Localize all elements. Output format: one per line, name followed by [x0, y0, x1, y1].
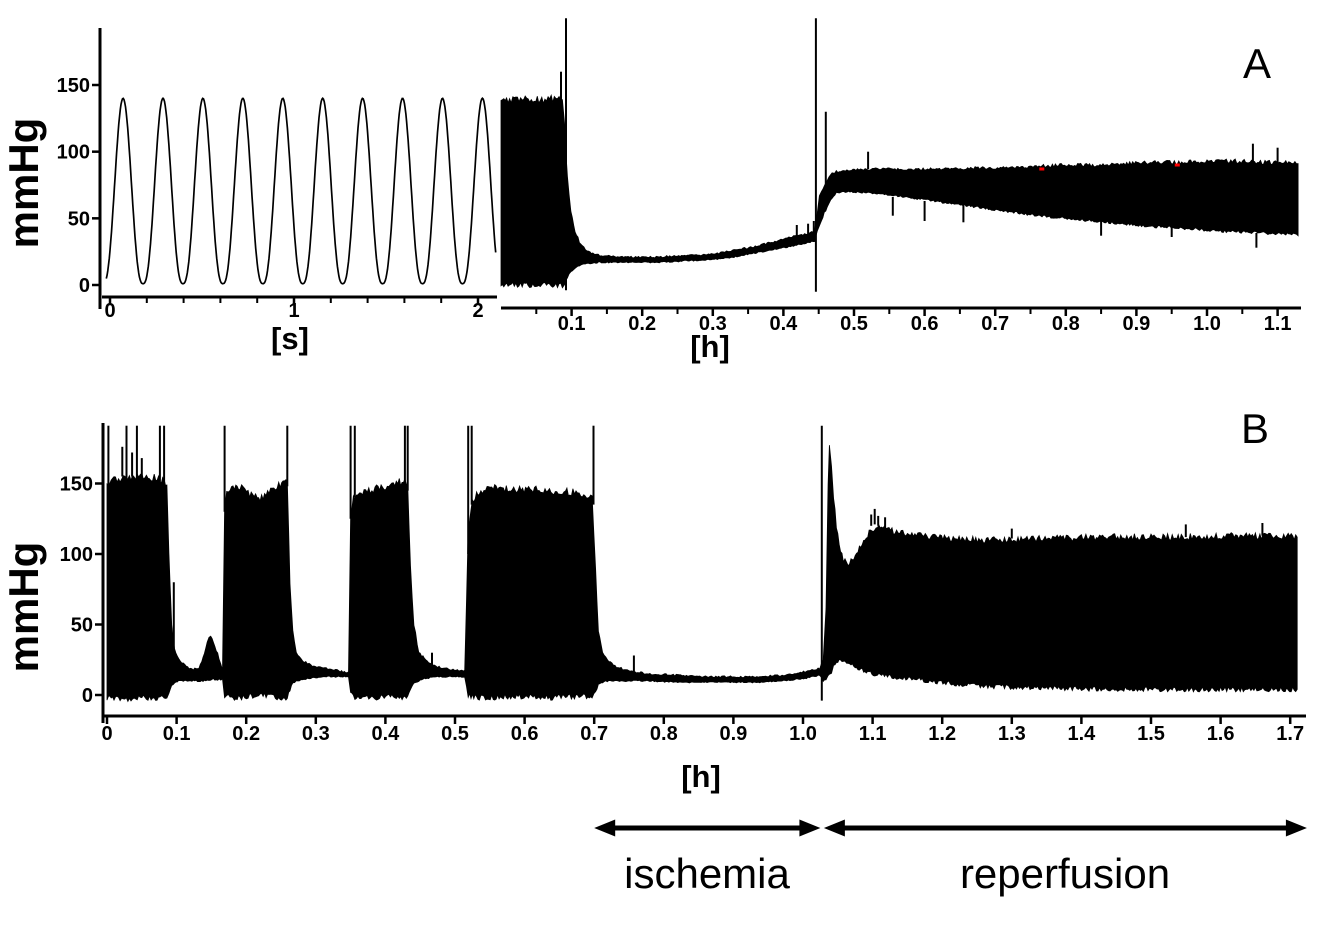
reperfusion-arrow-left-head [823, 819, 845, 837]
panel-a-hours-axis-label: [h] [690, 329, 730, 364]
panel-a-letter: A [1243, 40, 1271, 87]
panel-a-beats-y-tick-label: 50 [68, 208, 90, 230]
panel-b-hours-x-tick-label: 0 [101, 723, 112, 745]
panel-b-hours-x-tick-label: 1.7 [1276, 723, 1304, 745]
panel-b-hours-axis-label: [h] [681, 759, 721, 794]
panel-a-hours-event-marker [1174, 163, 1180, 167]
panel-a-hours-x-tick-label: 1.0 [1193, 313, 1221, 335]
panel-b-y-axis-label: mmHg [0, 542, 47, 673]
panel-b-hours-y-tick-label: 50 [71, 615, 93, 637]
panel-b-letter: B [1241, 405, 1269, 452]
panel-b-hours-y-tick-label: 150 [60, 474, 93, 496]
panel-a-y-axis-label: mmHg [0, 118, 47, 249]
panel-b-hours-x-tick-label: 1.5 [1137, 723, 1165, 745]
panel-b-hours-x-tick-label: 1.6 [1207, 723, 1235, 745]
reperfusion-arrow-right-head [1285, 819, 1307, 837]
panel-a-hours-x-tick-label: 0.2 [628, 313, 656, 335]
panel-a-hours-pressure-envelope [500, 93, 1299, 289]
panel-a-beats-y-tick-label: 150 [57, 75, 90, 97]
panel-a-beats-x-tick-label: 2 [472, 300, 483, 322]
panel-b-hours-y-tick-label: 0 [82, 685, 93, 707]
panel-b-hours-x-tick-label: 1.0 [789, 723, 817, 745]
panel-a-beats-pressure-waveform [105, 97, 497, 285]
panel-b-hours-x-tick-label: 1.2 [928, 723, 956, 745]
panel-a-beats-x-tick-label: 1 [288, 300, 299, 322]
panel-a-hours-x-tick-label: 0.9 [1122, 313, 1150, 335]
panel-a-hours-x-tick-label: 0.8 [1052, 313, 1080, 335]
panel-b-hours-x-tick-label: 1.3 [998, 723, 1026, 745]
panel-b-hours-x-tick-label: 0.8 [650, 723, 678, 745]
ischemia-label: ischemia [624, 850, 790, 897]
panel-a-hours-x-tick-label: 0.4 [769, 313, 798, 335]
panel-b-hours-x-tick-label: 0.4 [371, 723, 400, 745]
panel-b-hours-x-tick-label: 1.4 [1067, 723, 1096, 745]
annotation-layer: ischemia reperfusion [594, 819, 1307, 897]
ischemia-arrow-left-head [594, 819, 616, 837]
panel-b-hours-x-tick-label: 0.5 [441, 723, 469, 745]
panel-a-seconds-axis-label: [s] [271, 321, 309, 356]
panel-b-hours-x-tick-label: 0.6 [511, 723, 539, 745]
panel-a-hours-x-tick-label: 0.1 [558, 313, 586, 335]
axes-layer: 0 50 100 150 0 1 2 0.1 0.2 0.3 0.4 0.5 0.6 0.7 0.8 0.9 1… [57, 28, 1306, 745]
panel-a-beats-x-tick-label: 0 [104, 300, 115, 322]
panel-b-hours-x-tick-label: 1.1 [859, 723, 887, 745]
ischemia-arrow-right-head [799, 819, 821, 837]
panel-a-beats-y-tick-label: 100 [57, 142, 90, 164]
panel-a-beats-y-tick-label: 0 [79, 275, 90, 297]
trace-layer [105, 18, 1299, 703]
panel-b-hours-x-tick-label: 0.7 [580, 723, 608, 745]
panel-b-hours-x-tick-label: 0.2 [232, 723, 260, 745]
panel-a-hours-event-marker [1039, 167, 1045, 171]
panel-b-hours-y-tick-label: 100 [60, 544, 93, 566]
panel-b-hours-x-tick-label: 0.9 [719, 723, 747, 745]
panel-a-hours-x-tick-label: 0.6 [911, 313, 939, 335]
panel-b-hours-x-tick-label: 0.3 [302, 723, 330, 745]
panel-a-hours-x-tick-label: 1.1 [1264, 313, 1292, 335]
panel-a-hours-x-tick-label: 0.3 [699, 313, 727, 335]
panel-b-hours-pressure-envelope [106, 445, 1298, 703]
panel-a-hours-x-tick-label: 0.7 [981, 313, 1009, 335]
panel-b-hours-x-tick-label: 0.1 [163, 723, 191, 745]
reperfusion-label: reperfusion [960, 850, 1170, 897]
panel-a-hours-x-tick-label: 0.5 [840, 313, 868, 335]
